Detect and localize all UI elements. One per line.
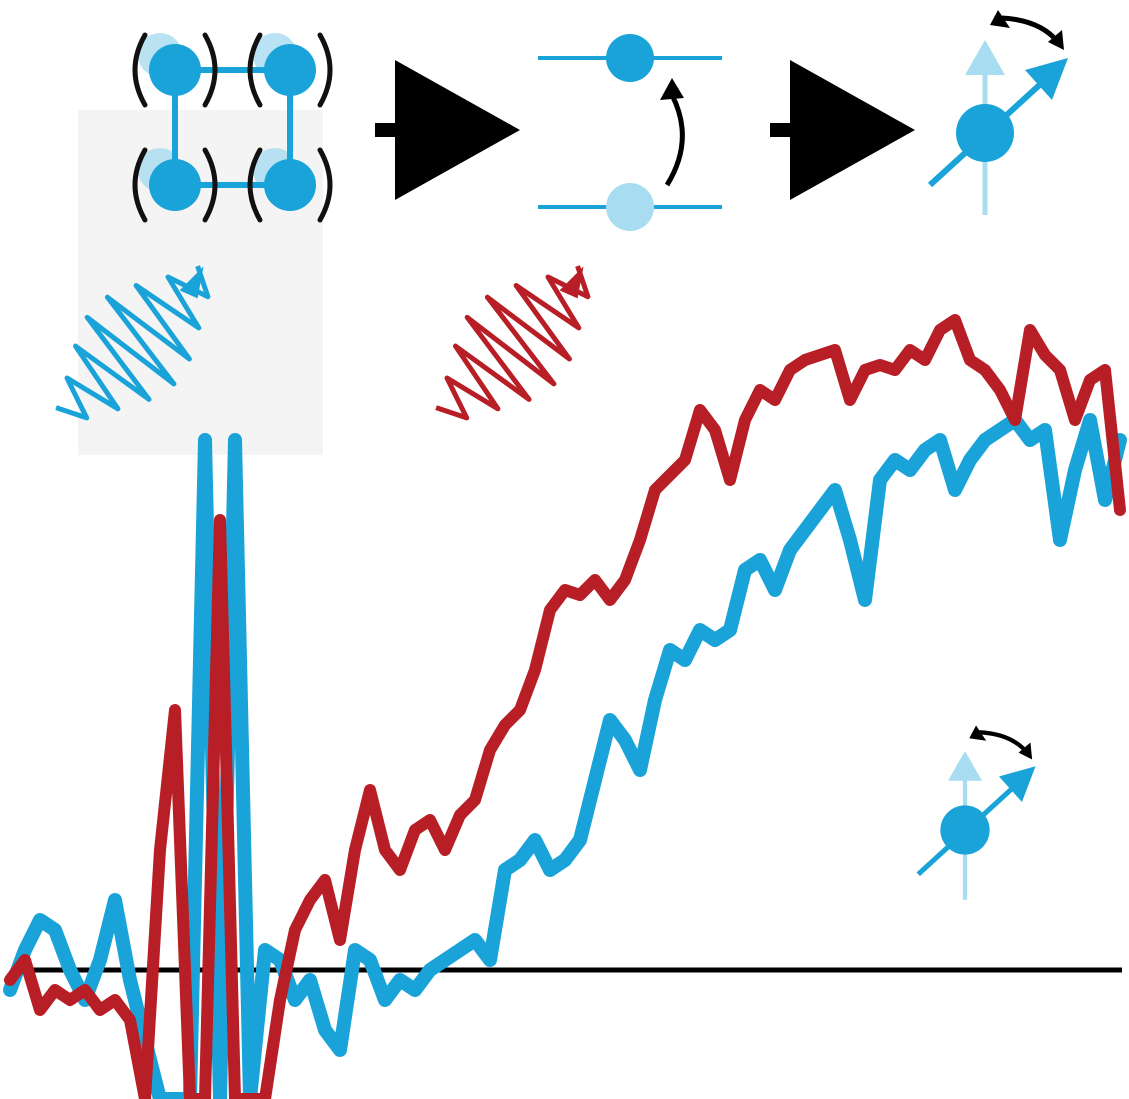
spin-icon-small bbox=[918, 725, 1035, 899]
spin-icon bbox=[930, 10, 1068, 215]
page: (() => { const data = JSON.parse(documen… bbox=[0, 0, 1129, 1099]
chart bbox=[0, 0, 1129, 1099]
process-arrows bbox=[375, 60, 915, 200]
energy-levels bbox=[538, 34, 722, 231]
